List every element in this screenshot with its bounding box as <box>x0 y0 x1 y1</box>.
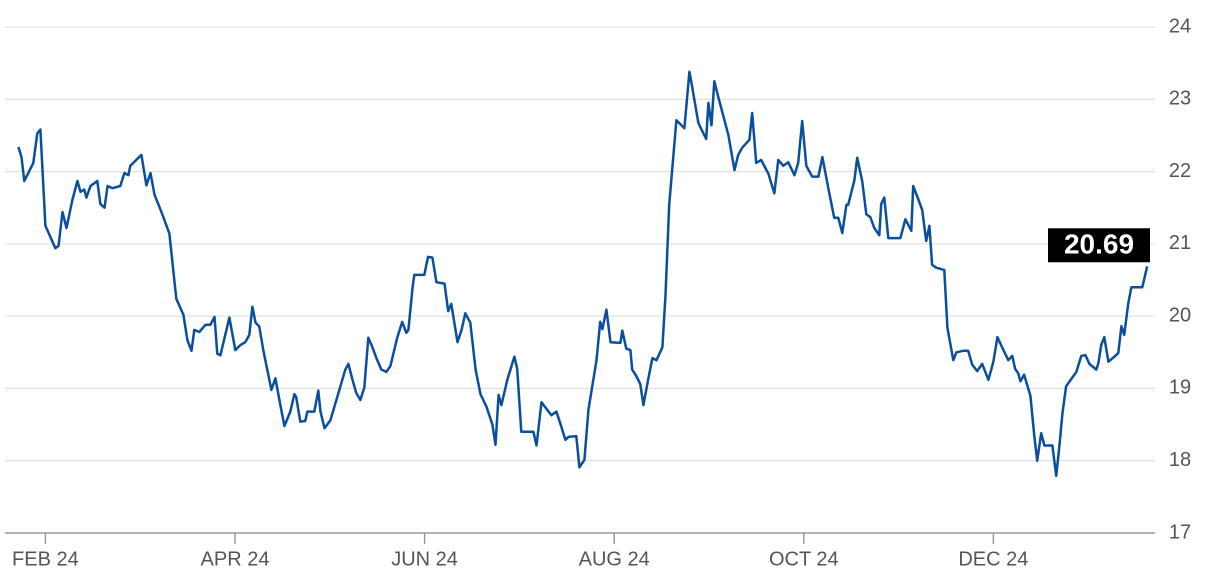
y-tick-label: 20 <box>1169 304 1191 326</box>
y-tick-label: 21 <box>1169 232 1191 254</box>
x-tick-label: OCT 24 <box>769 548 839 570</box>
y-tick-label: 22 <box>1169 160 1191 182</box>
last-value-box <box>1048 228 1150 263</box>
x-tick-label: JUN 24 <box>391 548 458 570</box>
y-tick-label: 19 <box>1169 377 1191 399</box>
price-line <box>17 70 1149 478</box>
y-tick-label: 23 <box>1169 88 1191 110</box>
x-tick-label: AUG 24 <box>579 548 650 570</box>
last-value-label: 20.69 <box>1064 229 1134 260</box>
x-tick-label: FEB 24 <box>12 548 79 570</box>
x-tick-label: APR 24 <box>201 548 270 570</box>
y-tick-label: 24 <box>1169 15 1191 37</box>
y-tick-label: 17 <box>1169 521 1191 543</box>
y-tick-label: 18 <box>1169 449 1191 471</box>
x-tick-label: DEC 24 <box>958 548 1028 570</box>
